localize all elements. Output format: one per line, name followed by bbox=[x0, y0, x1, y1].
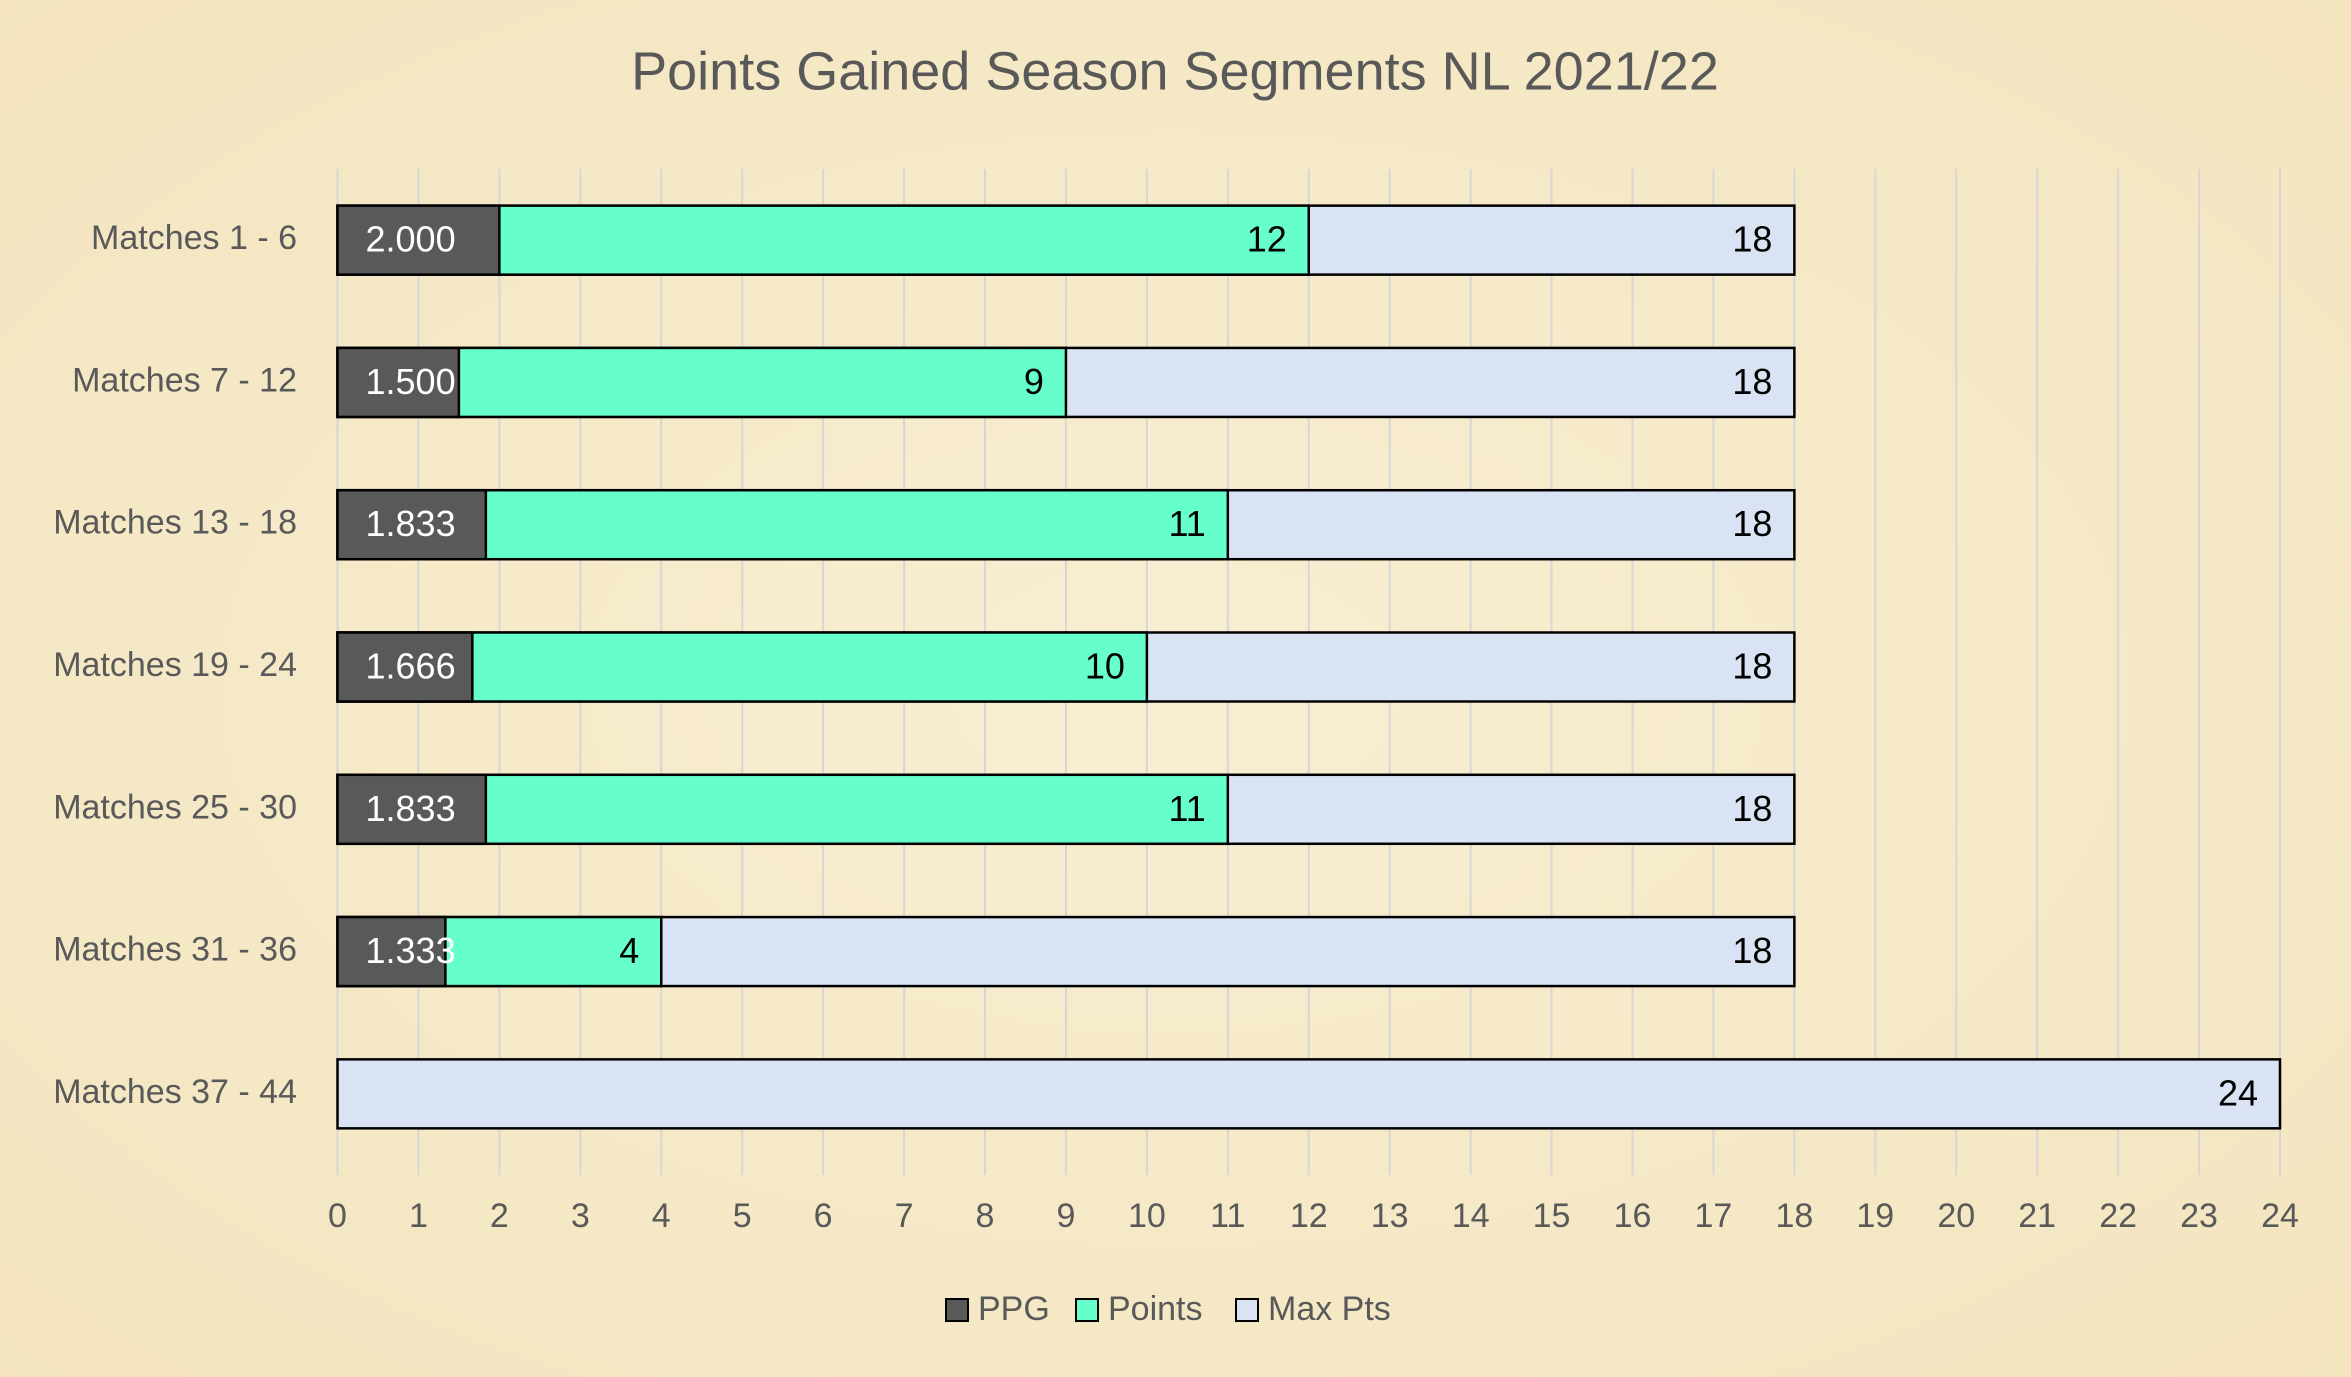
y-tick-label: Matches 19 - 24 bbox=[53, 646, 297, 684]
x-tick-label: 14 bbox=[1452, 1197, 1490, 1235]
x-tick-label: 3 bbox=[571, 1197, 590, 1235]
legend-label: Points bbox=[1108, 1290, 1203, 1328]
data-label: 12 bbox=[1247, 219, 1287, 260]
x-tick-label: 9 bbox=[1056, 1197, 1075, 1235]
x-tick-label: 13 bbox=[1371, 1197, 1409, 1235]
y-tick-label: Matches 31 - 36 bbox=[53, 931, 297, 969]
bar bbox=[336, 631, 474, 703]
x-tick-label: 4 bbox=[652, 1197, 671, 1235]
data-label: 1.833 bbox=[366, 503, 456, 544]
x-tick-label: 10 bbox=[1128, 1197, 1166, 1235]
data-label: 1.500 bbox=[366, 361, 456, 402]
x-tick-label: 18 bbox=[1775, 1197, 1813, 1235]
x-tick-label: 15 bbox=[1533, 1197, 1571, 1235]
data-label: 10 bbox=[1085, 646, 1125, 687]
data-label: 1.666 bbox=[366, 646, 456, 687]
x-tick-label: 16 bbox=[1614, 1197, 1652, 1235]
legend-swatch bbox=[1235, 1298, 1259, 1322]
y-tick-label: Matches 1 - 6 bbox=[91, 219, 297, 257]
x-tick-label: 0 bbox=[328, 1197, 347, 1235]
x-tick-label: 2 bbox=[490, 1197, 509, 1235]
x-tick-label: 22 bbox=[2099, 1197, 2137, 1235]
data-label: 9 bbox=[1024, 361, 1044, 402]
x-tick-label: 8 bbox=[976, 1197, 995, 1235]
data-label: 1.333 bbox=[366, 930, 456, 971]
bar bbox=[336, 1058, 2282, 1130]
data-label: 11 bbox=[1168, 503, 1205, 544]
data-label: 1.833 bbox=[366, 788, 456, 829]
legend-swatch bbox=[945, 1298, 969, 1322]
x-tick-label: 20 bbox=[1937, 1197, 1975, 1235]
bar bbox=[336, 488, 488, 561]
legend-label: PPG bbox=[978, 1290, 1050, 1328]
bar bbox=[336, 915, 447, 988]
x-tick-label: 11 bbox=[1210, 1197, 1245, 1235]
data-label: 18 bbox=[1732, 788, 1772, 829]
data-label: 11 bbox=[1168, 788, 1205, 829]
x-tick-label: 21 bbox=[2018, 1197, 2056, 1235]
x-tick-label: 24 bbox=[2261, 1197, 2299, 1235]
y-tick-label: Matches 13 - 18 bbox=[53, 504, 297, 542]
bar bbox=[336, 346, 461, 419]
x-tick-label: 1 bbox=[409, 1197, 428, 1235]
x-tick-label: 19 bbox=[1856, 1197, 1894, 1235]
x-tick-label: 6 bbox=[814, 1197, 833, 1235]
x-tick-label: 23 bbox=[2180, 1197, 2218, 1235]
data-label: 18 bbox=[1732, 503, 1772, 544]
x-tick-label: 12 bbox=[1290, 1197, 1328, 1235]
x-tick-label: 5 bbox=[733, 1197, 752, 1235]
x-tick-label: 17 bbox=[1695, 1197, 1733, 1235]
x-tick-label: 7 bbox=[895, 1197, 914, 1235]
data-label: 2.000 bbox=[366, 219, 456, 260]
data-label: 18 bbox=[1732, 361, 1772, 402]
data-label: 18 bbox=[1732, 930, 1772, 971]
data-label: 4 bbox=[619, 930, 639, 971]
y-tick-label: Matches 7 - 12 bbox=[72, 361, 297, 399]
data-label: 24 bbox=[2218, 1072, 2258, 1113]
legend-swatch bbox=[1075, 1298, 1099, 1322]
bar bbox=[336, 204, 501, 276]
y-tick-label: Matches 25 - 30 bbox=[53, 788, 297, 826]
y-tick-label: Matches 37 - 44 bbox=[53, 1073, 297, 1111]
data-label: 18 bbox=[1732, 219, 1772, 260]
data-label: 18 bbox=[1732, 646, 1772, 687]
legend-label: Max Pts bbox=[1268, 1290, 1391, 1328]
chart-title: Points Gained Season Segments NL 2021/22 bbox=[631, 41, 1719, 101]
bar bbox=[336, 773, 488, 846]
